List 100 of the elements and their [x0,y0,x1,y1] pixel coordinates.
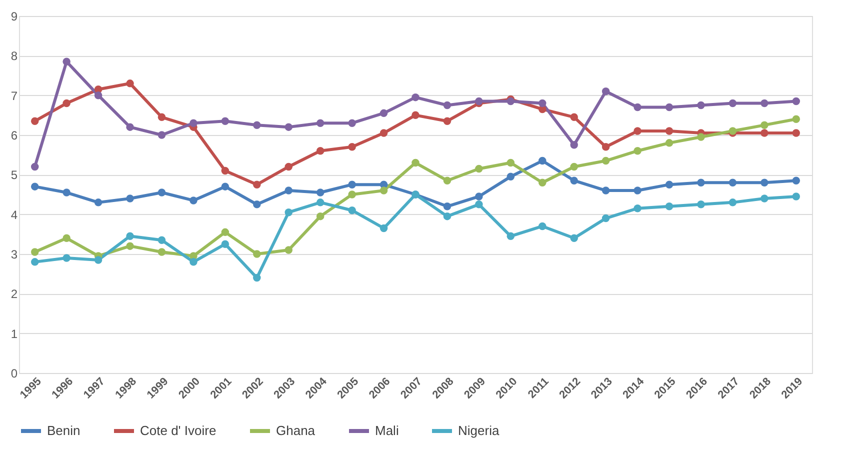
point [126,232,134,240]
y-tick-label: 1 [10,326,18,341]
point [348,190,356,198]
point [792,176,800,184]
legend-label: Benin [47,423,80,438]
point [570,234,578,242]
point [760,99,768,108]
point [94,91,102,100]
point [792,97,800,106]
point [126,242,134,250]
point [348,119,356,127]
point [30,248,39,256]
point [602,88,610,96]
point [697,133,705,141]
point [760,129,768,137]
point [62,58,70,66]
point [30,117,39,125]
point [30,162,39,171]
point [570,176,578,184]
point [126,194,134,202]
point [570,113,578,122]
y-tick-label: 3 [10,248,18,262]
point [221,117,230,125]
point [443,117,452,125]
legend-label: Cote d' Ivoire [140,423,216,438]
point [443,212,452,220]
point [634,103,642,112]
point [348,180,356,188]
point [221,182,230,190]
point [475,192,483,200]
point [380,109,388,118]
legend-label: Ghana [276,423,316,438]
point [443,176,452,184]
point [62,254,70,262]
point [728,178,737,186]
point [665,139,674,147]
point [316,147,324,155]
point [412,158,420,167]
y-tick-label: 2 [10,287,18,302]
point [30,258,39,266]
point [760,121,768,129]
point [94,256,102,264]
point [253,274,261,282]
point [412,93,420,102]
point [665,180,674,188]
point [792,115,800,123]
point [158,236,166,244]
point [792,192,800,200]
point [316,212,324,220]
point [380,224,388,232]
point [443,202,452,210]
point [697,200,705,208]
point [760,178,768,186]
y-tick-label: 9 [10,10,18,24]
point [253,200,261,208]
point [538,156,546,165]
point [284,208,292,216]
point [221,228,230,236]
point [316,119,324,127]
point [253,250,261,258]
point [665,103,674,112]
legend-label: Nigeria [458,423,500,438]
point [221,166,230,175]
point [94,198,102,206]
point [62,99,70,108]
point [506,158,515,167]
y-tick-label: 6 [10,128,18,142]
point [190,196,198,204]
point [126,123,134,131]
point [126,80,134,88]
point [412,111,420,120]
point [475,164,483,173]
point [62,234,70,242]
point [602,186,610,194]
point [728,198,737,206]
y-tick-label: 4 [10,208,18,222]
point [665,202,674,210]
point [634,147,642,155]
point [634,186,642,194]
point [380,129,388,137]
y-tick-label: 8 [10,49,18,64]
point [538,99,546,108]
point [158,188,166,196]
point [158,131,166,139]
point [316,188,324,196]
point [30,182,39,190]
point [602,214,610,222]
point [697,178,705,186]
point [634,127,642,135]
point [634,204,642,212]
point [348,143,356,151]
point [62,188,70,196]
y-tick-label: 0 [10,366,18,380]
point [538,178,546,186]
y-tick-label: 7 [10,88,18,103]
point [284,162,292,171]
point [697,101,705,110]
point [570,141,578,149]
point [221,240,230,248]
point [760,194,768,202]
